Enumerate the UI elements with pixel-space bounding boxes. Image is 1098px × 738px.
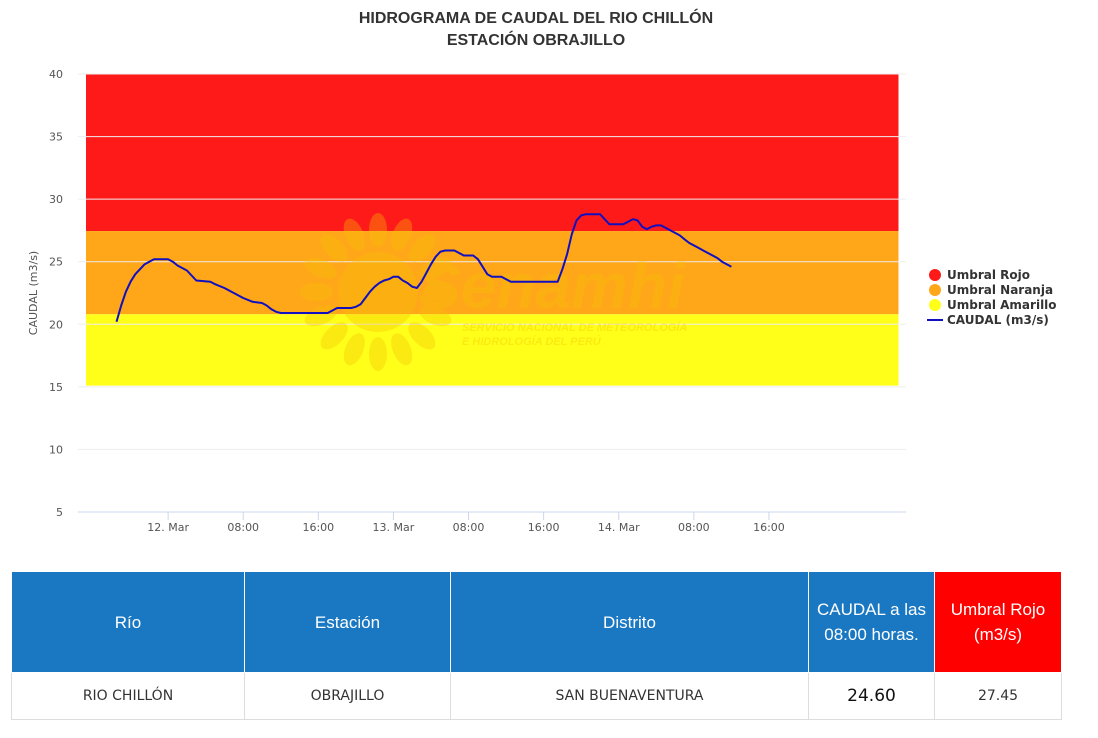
table-header-row: Río Estación Distrito CAUDAL a las 08:00… <box>11 571 1062 673</box>
y-tick-label: 25 <box>49 256 63 269</box>
x-tick-label: 16:00 <box>528 521 560 534</box>
legend-label: Umbral Amarillo <box>947 298 1057 312</box>
y-tick-label: 30 <box>49 193 63 206</box>
chart-subtitle: ESTACIÓN OBRAJILLO <box>447 30 625 49</box>
band-umbral-naranja <box>86 231 899 315</box>
watermark-line2: E HIDROLOGÍA DEL PERÚ <box>462 335 602 348</box>
series-line-caudal <box>115 213 732 323</box>
legend-item-umbral-naranja[interactable]: Umbral Naranja <box>929 283 1053 297</box>
y-tick-label: 40 <box>49 68 63 81</box>
band-umbral-rojo <box>86 74 899 232</box>
x-tick-label: 08:00 <box>453 521 485 534</box>
x-tick-label: 13. Mar <box>373 521 415 534</box>
threshold-bands <box>86 74 899 386</box>
y-tick-label: 35 <box>49 131 63 144</box>
hydrograph-chart: HIDROGRAMA DE CAUDAL DEL RIO CHILLÓN EST… <box>27 8 1057 534</box>
station-info-table: Río Estación Distrito CAUDAL a las 08:00… <box>11 571 1062 720</box>
chart-title: HIDROGRAMA DE CAUDAL DEL RIO CHILLÓN <box>359 8 713 27</box>
y-tick-label: 20 <box>49 318 63 331</box>
cell-umbral-rojo: 27.45 <box>934 672 1062 720</box>
y-tick-label: 5 <box>56 506 63 519</box>
table-row: RIO CHILLÓN OBRAJILLO SAN BUENAVENTURA 2… <box>11 672 1062 720</box>
header-umbral-rojo: Umbral Rojo (m3/s) <box>934 571 1062 673</box>
cell-estacion: OBRAJILLO <box>244 672 451 720</box>
cell-distrito: SAN BUENAVENTURA <box>450 672 809 720</box>
x-tick-label: 08:00 <box>678 521 710 534</box>
x-tick-label: 12. Mar <box>147 521 189 534</box>
watermark-brand: Senamhi <box>418 250 686 322</box>
cell-rio: RIO CHILLÓN <box>11 672 245 720</box>
header-distrito: Distrito <box>450 571 809 673</box>
legend-item-umbral-amarillo[interactable]: Umbral Amarillo <box>929 298 1057 312</box>
grid-lines <box>78 73 906 450</box>
header-estacion: Estación <box>244 571 451 673</box>
y-axis-title: CAUDAL (m3/s) <box>27 251 40 335</box>
x-tick-label: 08:00 <box>227 521 259 534</box>
legend-dot-icon <box>929 269 941 281</box>
legend-item-caudal-m3-s[interactable]: CAUDAL (m3/s) <box>927 313 1049 327</box>
y-tick-label: 10 <box>49 443 63 456</box>
band-umbral-amarillo <box>86 314 899 386</box>
legend-dot-icon <box>929 284 941 296</box>
senamhi-watermark: Senamhi SERVICIO NACIONAL DE METEOROLOGÍ… <box>299 213 687 371</box>
header-caudal: CAUDAL a las 08:00 horas. <box>808 571 935 673</box>
legend-dot-icon <box>929 299 941 311</box>
legend-label: Umbral Naranja <box>947 283 1053 297</box>
sun-logo-icon <box>299 213 457 371</box>
x-tick-label: 16:00 <box>302 521 334 534</box>
x-tick-label: 16:00 <box>753 521 785 534</box>
series-layer <box>115 213 732 323</box>
header-rio: Río <box>11 571 245 673</box>
x-axis-ticks: 12. Mar 08:00 16:00 13. Mar 08:00 16:00 14. Ma… <box>147 512 785 534</box>
legend-label: CAUDAL (m3/s) <box>947 313 1049 327</box>
x-tick-label: 14. Mar <box>598 521 640 534</box>
y-tick-label: 15 <box>49 381 63 394</box>
watermark-line1: SERVICIO NACIONAL DE METEOROLOGÍA <box>462 321 687 334</box>
legend-item-umbral-rojo[interactable]: Umbral Rojo <box>929 268 1030 282</box>
y-axis-ticks: 5 10 15 20 25 30 35 40 <box>49 68 63 519</box>
legend-label: Umbral Rojo <box>947 268 1030 282</box>
cell-caudal: 24.60 <box>808 672 935 720</box>
